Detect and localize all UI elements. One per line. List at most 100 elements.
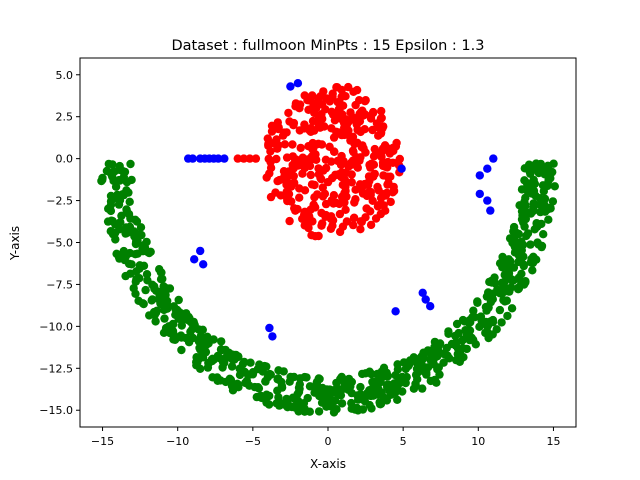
cluster-1-point: [327, 124, 336, 133]
cluster-0-point: [141, 285, 150, 295]
noise-point: [265, 323, 274, 333]
cluster-1-point: [329, 147, 339, 156]
cluster-0-point: [110, 228, 120, 238]
cluster-1-point: [287, 197, 296, 206]
cluster-0-point: [160, 314, 169, 323]
noise-point: [196, 246, 205, 256]
cluster-1-point: [385, 149, 395, 158]
cluster-0-point: [208, 373, 217, 382]
noise-point: [421, 295, 430, 304]
cluster-0-point: [126, 159, 135, 169]
cluster-0-point: [106, 169, 116, 178]
cluster-0-point: [122, 227, 131, 236]
cluster-0-point: [336, 391, 346, 400]
cluster-0-point: [435, 339, 445, 348]
cluster-1-point: [361, 148, 370, 157]
cluster-0-point: [277, 383, 287, 392]
noise-point: [199, 260, 208, 269]
cluster-0-point: [447, 339, 457, 349]
cluster-0-point: [521, 278, 530, 287]
cluster-0-point: [275, 401, 284, 410]
cluster-1-point: [341, 182, 350, 191]
cluster-0-point: [455, 357, 464, 366]
cluster-0-point: [431, 377, 440, 386]
cluster-1-point: [306, 205, 315, 214]
cluster-0-point: [517, 185, 527, 194]
cluster-0-point: [227, 362, 237, 371]
y-tick-label: 0.0: [56, 153, 74, 166]
cluster-1-point: [282, 187, 291, 196]
cluster-0-point: [243, 370, 252, 379]
cluster-0-point: [173, 305, 182, 315]
cluster-0-point: [106, 206, 116, 216]
x-tick-label: 0: [325, 435, 332, 448]
y-tick-label: −2.5: [46, 195, 73, 208]
cluster-1-point: [370, 144, 379, 154]
cluster-0-point: [273, 375, 282, 384]
cluster-0-point: [151, 317, 160, 326]
cluster-1-point: [308, 116, 318, 126]
noise-point: [483, 164, 492, 173]
cluster-0-point: [522, 231, 531, 241]
cluster-0-point: [363, 388, 372, 398]
cluster-0-point: [158, 274, 167, 284]
y-axis-ticks: 5.0 2.5 0.0 −2.5 −5.0 −7.5 −10.0 −12.5 −15.0: [39, 69, 80, 417]
noise-point: [268, 332, 277, 341]
cluster-1-point: [296, 143, 305, 153]
cluster-1-point: [379, 171, 388, 180]
cluster-1-point: [285, 216, 294, 226]
y-tick-label: 2.5: [56, 111, 74, 124]
cluster-0-point: [521, 201, 530, 210]
cluster-0-point: [373, 369, 382, 379]
cluster-1-point: [264, 139, 273, 149]
cluster-1-point: [353, 125, 362, 135]
cluster-0-point: [228, 379, 237, 388]
cluster-0-point: [517, 269, 526, 278]
cluster-0-point: [196, 364, 205, 373]
x-tick-label: 5: [400, 435, 407, 448]
cluster-0-point: [527, 189, 537, 198]
cluster-0-point: [150, 282, 159, 291]
cluster-0-point: [498, 263, 507, 272]
cluster-1-point: [272, 154, 281, 164]
cluster-1-point: [282, 128, 291, 137]
cluster-0-point: [543, 181, 552, 191]
cluster-0-point: [527, 254, 536, 264]
cluster-1-point: [265, 169, 274, 178]
cluster-1-point: [349, 213, 359, 223]
cluster-0-point: [509, 276, 518, 285]
cluster-0-point: [176, 331, 186, 340]
cluster-0-point: [264, 400, 274, 409]
cluster-0-point: [482, 327, 492, 336]
cluster-0-point: [503, 311, 512, 321]
cluster-0-point: [198, 325, 207, 334]
cluster-0-point: [356, 382, 365, 392]
cluster-0-point: [142, 270, 152, 279]
cluster-1-point: [377, 152, 386, 162]
cluster-1-point: [295, 193, 304, 202]
cluster-0-point: [439, 349, 449, 358]
cluster-0-point: [323, 391, 332, 401]
chart-title: Dataset : fullmoon MinPts : 15 Epsilon :…: [172, 38, 485, 54]
cluster-1-point: [317, 174, 326, 184]
cluster-0-point: [262, 390, 271, 399]
cluster-1-point: [386, 172, 395, 181]
cluster-0-point: [262, 362, 271, 371]
cluster-0-point: [393, 360, 402, 369]
cluster-0-point: [344, 376, 353, 385]
cluster-0-point: [526, 169, 535, 178]
cluster-1-point: [320, 122, 329, 131]
cluster-0-point: [283, 403, 292, 412]
cluster-0-point: [174, 295, 183, 305]
cluster-1-point: [360, 179, 369, 189]
cluster-0-point: [539, 230, 548, 239]
cluster-1-point: [335, 227, 345, 237]
cluster-0-point: [134, 230, 143, 239]
noise-point: [486, 206, 495, 215]
noise-point: [190, 255, 199, 264]
cluster-1-point: [348, 113, 357, 122]
y-tick-label: 5.0: [56, 69, 74, 82]
cluster-1-point: [341, 205, 350, 214]
cluster-0-point: [444, 327, 453, 336]
cluster-0-point: [204, 339, 213, 348]
